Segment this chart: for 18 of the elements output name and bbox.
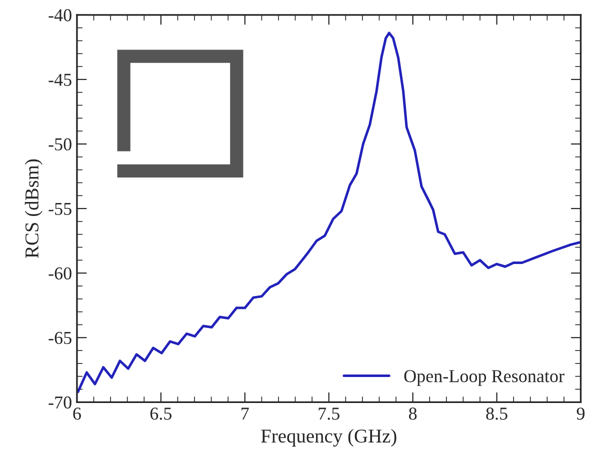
x-tick-label: 7 bbox=[242, 408, 249, 420]
y-tick-label: -55 bbox=[48, 202, 72, 215]
x-tick-label: 6.5 bbox=[150, 408, 172, 420]
x-tick-label: 7.5 bbox=[318, 408, 340, 420]
x-tick-label: 8.5 bbox=[486, 408, 508, 420]
y-tick-label: -60 bbox=[48, 267, 72, 280]
x-tick-label: 6 bbox=[73, 408, 81, 420]
legend-label: Open-Loop Resonator bbox=[404, 370, 564, 386]
y-axis-title: RCS (dBsm) bbox=[24, 159, 42, 258]
y-tick-label: -40 bbox=[48, 9, 72, 22]
x-axis-title: Frequency (GHz) bbox=[261, 428, 396, 447]
line-series bbox=[76, 32, 581, 394]
y-tick-label: -70 bbox=[48, 396, 72, 409]
y-tick-label: -45 bbox=[48, 74, 72, 86]
x-tick-label: 8 bbox=[408, 408, 417, 420]
x-tick-label: 9 bbox=[576, 408, 585, 420]
y-tick-label: -50 bbox=[48, 138, 72, 150]
y-tick-label: -65 bbox=[48, 332, 72, 344]
